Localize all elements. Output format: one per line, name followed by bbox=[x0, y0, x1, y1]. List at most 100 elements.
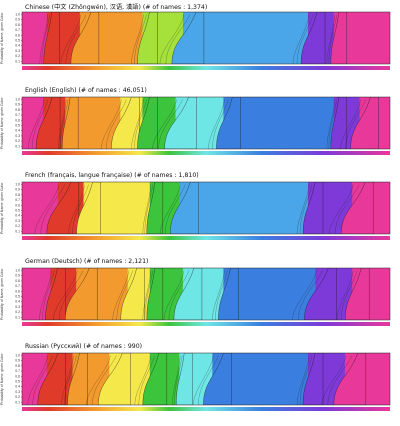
band-edge bbox=[333, 353, 367, 405]
probability-contour bbox=[172, 355, 181, 405]
probability-contour bbox=[131, 99, 144, 149]
probability-contour bbox=[208, 99, 225, 149]
probability-contour bbox=[134, 14, 147, 64]
area-layers bbox=[22, 353, 390, 405]
y-tick-label: 0.3 bbox=[15, 390, 20, 394]
probability-contour bbox=[144, 270, 153, 320]
band-edge bbox=[170, 182, 199, 234]
y-tick-label: 0.2 bbox=[15, 139, 20, 143]
band-edge bbox=[176, 353, 193, 405]
chart-panel-1: English (English) (# of names : 46,051) P… bbox=[0, 87, 400, 169]
y-tick-label: 0.8 bbox=[15, 108, 20, 112]
chart-panel-2: French (français, langue française) (# o… bbox=[0, 172, 400, 254]
band-blue bbox=[223, 268, 318, 320]
band-edge bbox=[70, 12, 100, 64]
chart-panel-3: German (Deutsch) (# of names : 2,121) Pro… bbox=[0, 258, 400, 340]
y-tick-label: 0.2 bbox=[15, 224, 20, 228]
area-layers bbox=[22, 12, 390, 64]
probability-contour bbox=[134, 99, 147, 149]
probability-contour bbox=[326, 99, 335, 149]
probability-contour bbox=[160, 184, 181, 234]
band-edge bbox=[37, 353, 66, 405]
band-edge bbox=[302, 182, 324, 234]
y-tick-label: 0.2 bbox=[15, 54, 20, 58]
band-edge bbox=[137, 12, 158, 64]
band-edge bbox=[304, 268, 337, 320]
y-tick-label: 1.0 bbox=[15, 183, 20, 187]
probability-contour bbox=[337, 270, 354, 320]
band-edge bbox=[46, 182, 79, 234]
probability-contour bbox=[212, 99, 229, 149]
probability-contour bbox=[116, 270, 133, 320]
probability-contour bbox=[299, 355, 313, 405]
band-edge bbox=[65, 268, 98, 320]
probability-contour bbox=[39, 14, 48, 64]
y-tick-label: 0.9 bbox=[15, 359, 20, 363]
probability-contour bbox=[41, 14, 50, 64]
y-tick-label: 0.4 bbox=[15, 300, 20, 304]
probability-contour bbox=[68, 184, 85, 234]
y-tick-label: 0.7 bbox=[15, 284, 20, 288]
band-edge bbox=[61, 97, 79, 149]
probability-contour bbox=[341, 270, 358, 320]
y-tick-label: 0.1 bbox=[15, 400, 20, 404]
probability-contour bbox=[144, 184, 153, 234]
y-tick-label: 0.1 bbox=[15, 315, 20, 319]
chart-title: English (English) (# of names : 46,051) bbox=[25, 87, 147, 94]
band-cyan-blue bbox=[182, 12, 311, 64]
probability-contour bbox=[212, 270, 225, 320]
y-tick-label: 0.6 bbox=[15, 33, 20, 37]
plot-svg: 1.00.90.80.70.6 0.50.40.30.20.1 bbox=[15, 11, 391, 70]
probability-contour bbox=[32, 355, 53, 405]
probability-contour bbox=[42, 270, 55, 320]
probability-contour bbox=[27, 355, 48, 405]
y-tick-label: 0.2 bbox=[15, 310, 20, 314]
probability-contour bbox=[193, 355, 214, 405]
y-tick-label: 0.2 bbox=[15, 395, 20, 399]
y-tick-label: 0.8 bbox=[15, 23, 20, 27]
y-tick-label: 1.0 bbox=[15, 269, 20, 273]
probability-contour bbox=[134, 355, 151, 405]
plot-frame bbox=[21, 11, 391, 65]
y-tick-label: 0.7 bbox=[15, 369, 20, 373]
y-tick-label: 0.4 bbox=[15, 129, 20, 133]
probability-contour bbox=[60, 99, 69, 149]
y-tick-label: 0.7 bbox=[15, 113, 20, 117]
band-edge bbox=[345, 268, 370, 320]
band-edge bbox=[120, 268, 145, 320]
chart-panel-4: Russian (Русский) (# of names : 990) Prob… bbox=[0, 343, 400, 425]
probability-contour bbox=[27, 99, 45, 149]
y-tick-label: 0.3 bbox=[15, 49, 20, 53]
band-edge bbox=[35, 97, 61, 149]
band-blue bbox=[223, 97, 336, 149]
probability-contour bbox=[174, 355, 183, 405]
chart-title: Russian (Русский) (# of names : 990) bbox=[25, 343, 143, 350]
y-tick-label: 0.9 bbox=[15, 274, 20, 278]
y-tick-label: 0.5 bbox=[15, 39, 20, 43]
probability-contour bbox=[296, 355, 310, 405]
band-edge bbox=[111, 97, 140, 149]
band-edge bbox=[67, 353, 88, 405]
probability-contour bbox=[60, 14, 82, 64]
band-edge bbox=[203, 353, 232, 405]
y-tick-label: 0.1 bbox=[15, 144, 20, 148]
y-tick-label: 0.6 bbox=[15, 203, 20, 207]
probability-contour bbox=[58, 99, 67, 149]
y-tick-label: 0.3 bbox=[15, 134, 20, 138]
y-tick-label: 1.0 bbox=[15, 13, 20, 17]
plot-svg: 1.00.90.80.70.6 0.50.40.30.20.1 bbox=[15, 96, 391, 155]
band-edge bbox=[341, 182, 374, 234]
y-tick-label: 0.5 bbox=[15, 380, 20, 384]
band-edge bbox=[164, 97, 197, 149]
probability-contour bbox=[112, 270, 129, 320]
band-cyan-blue bbox=[179, 182, 311, 234]
probability-contour bbox=[326, 14, 335, 64]
y-tick-label: 0.9 bbox=[15, 18, 20, 22]
probability-contour bbox=[345, 99, 366, 149]
band-edge bbox=[171, 12, 205, 64]
band-edge bbox=[330, 12, 347, 64]
y-tick-label: 1.0 bbox=[15, 98, 20, 102]
probability-contour bbox=[328, 99, 337, 149]
y-tick-label: 0.1 bbox=[15, 229, 20, 233]
probability-contour bbox=[39, 270, 52, 320]
